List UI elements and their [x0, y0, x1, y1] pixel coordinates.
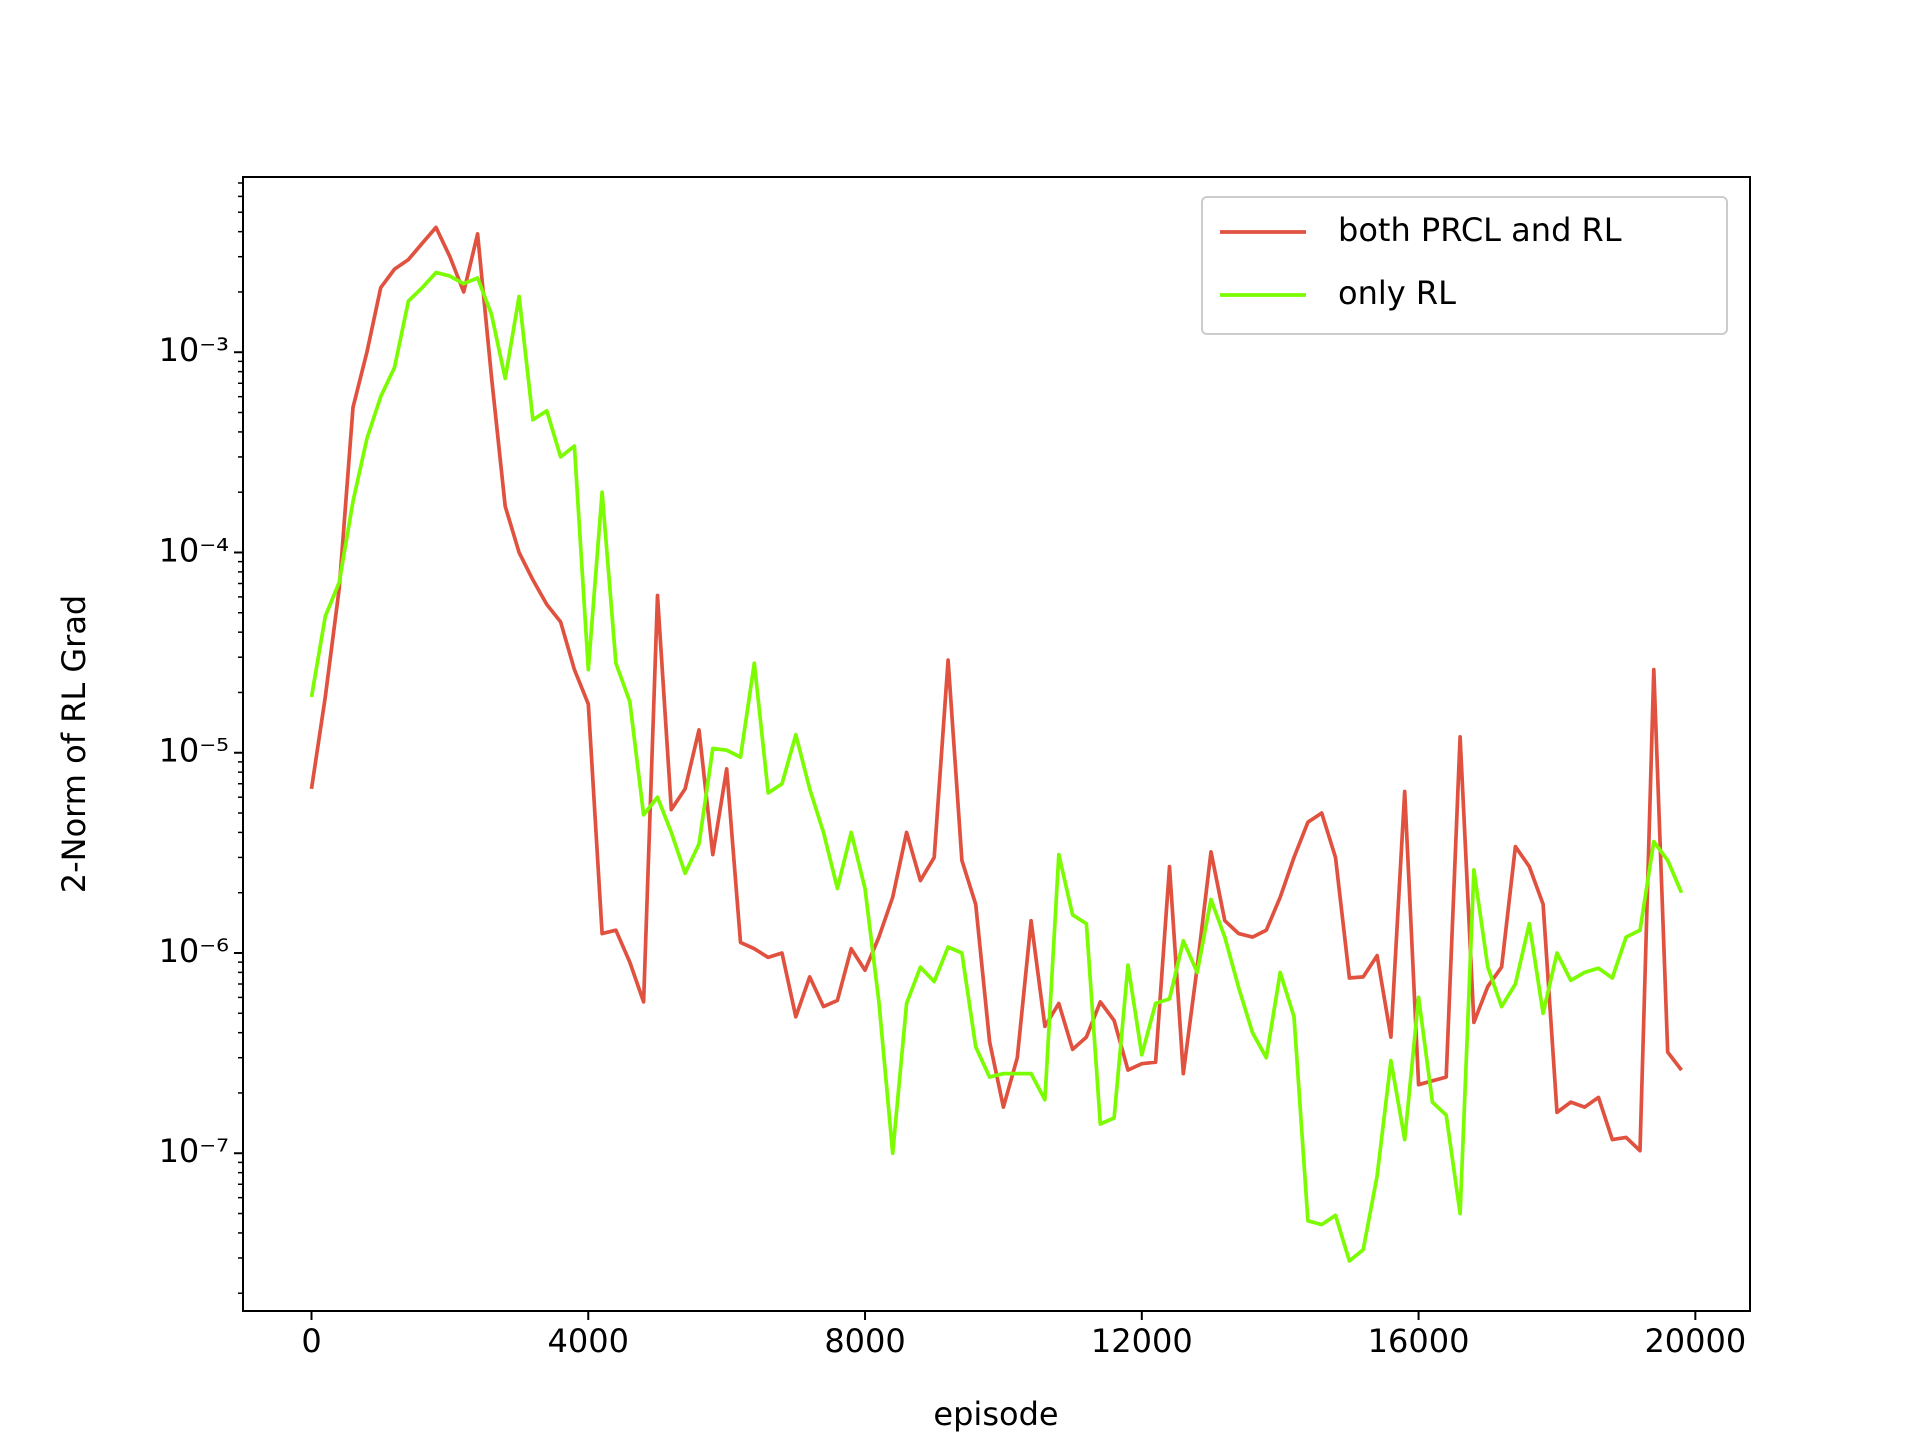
y-axis-label: 2-Norm of RL Grad [55, 595, 93, 893]
x-tick-label: 0 [301, 1322, 321, 1360]
x-tick-label: 20000 [1644, 1322, 1746, 1360]
y-tick-label: 10⁻³ [159, 331, 229, 369]
x-tick-label: 8000 [824, 1322, 905, 1360]
x-tick-label: 12000 [1091, 1322, 1193, 1360]
plot-frame [242, 176, 1751, 1312]
y-tick-label: 10⁻⁷ [159, 1132, 229, 1170]
x-axis-label: episode [933, 1395, 1058, 1433]
y-tick-label: 10⁻⁶ [159, 932, 229, 970]
y-tick-label: 10⁻⁵ [159, 732, 229, 770]
x-tick-label: 16000 [1368, 1322, 1470, 1360]
legend-label: only RL [1338, 274, 1456, 312]
legend-box [1201, 196, 1728, 335]
data-line [309, 270, 1684, 1263]
x-tick-label: 4000 [548, 1322, 629, 1360]
y-tick-label: 10⁻⁴ [159, 531, 229, 569]
legend-label: both PRCL and RL [1338, 211, 1622, 249]
